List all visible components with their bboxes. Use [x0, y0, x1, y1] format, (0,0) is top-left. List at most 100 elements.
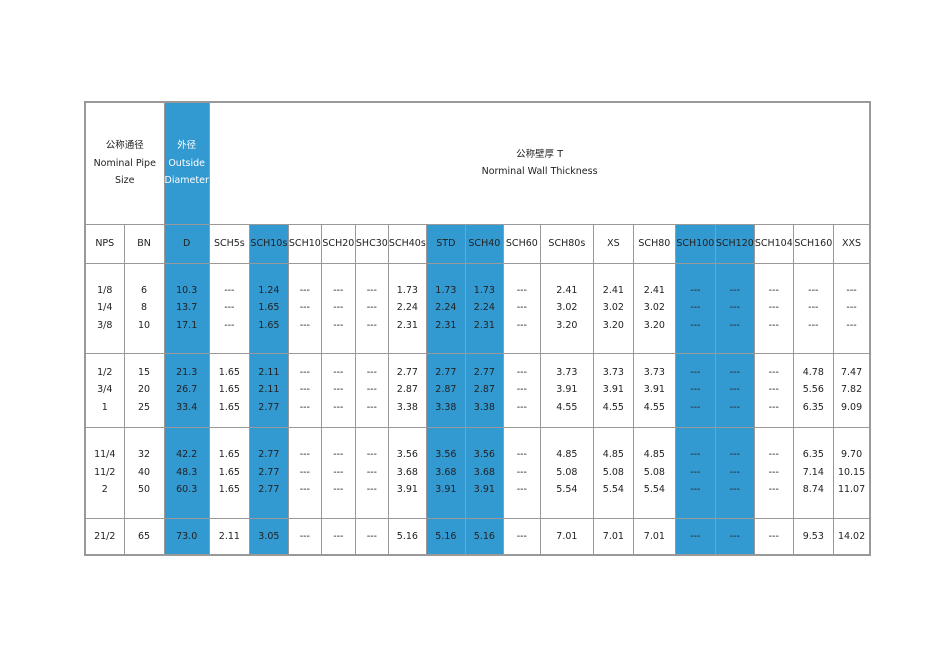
data-cell: 7.01: [592, 517, 634, 556]
data-cell: --- --- ---: [674, 426, 716, 519]
data-cell: 14.02: [832, 517, 871, 556]
data-cell: --- --- ---: [714, 262, 755, 354]
data-row: 1/2 3/4 1 15 20 25 21.3 26.7 33.4 1.65 1.65…: [84, 352, 871, 428]
data-cell: --- --- ---: [502, 352, 541, 428]
column-header: SCH160: [792, 223, 834, 264]
header-cell: 公称壁厚 T Norminal Wall Thickness: [208, 101, 871, 225]
data-cell: 3.56 3.68 3.91: [387, 426, 427, 519]
data-cell: 4.78 5.56 6.35: [792, 352, 834, 428]
data-cell: 2.11: [208, 517, 250, 556]
data-cell: 3.73 3.91 4.55: [632, 352, 676, 428]
data-cell: 5.16: [387, 517, 427, 556]
data-cell: --- --- ---: [287, 262, 322, 354]
data-cell: 32 40 50: [123, 426, 165, 519]
data-cell: 21.3 26.7 33.4: [163, 352, 210, 428]
data-cell: ---: [674, 517, 716, 556]
data-cell: ---: [753, 517, 794, 556]
column-header-row: NPS BN D SCH5s SCH10s SCH10 SCH20 SHC30 SCH40s ST…: [84, 223, 871, 264]
data-cell: 73.0: [163, 517, 210, 556]
data-cell: 1.24 1.65 1.65: [248, 262, 289, 354]
data-cell: --- --- ---: [354, 262, 389, 354]
pipe-table: 公称通径 Nominal Pipe Size 外径 Outside Diamet…: [84, 101, 872, 556]
data-cell: 2.11 2.11 2.77: [248, 352, 289, 428]
data-cell: 2.41 3.02 3.20: [592, 262, 634, 354]
data-cell: --- --- ---: [502, 426, 541, 519]
data-cell: ---: [502, 517, 541, 556]
data-cell: --- --- ---: [354, 426, 389, 519]
data-cell: 9.53: [792, 517, 834, 556]
column-header: SCH10: [287, 223, 322, 264]
data-cell: --- --- ---: [208, 262, 250, 354]
column-header: SCH60: [502, 223, 541, 264]
data-cell: 3.56 3.68 3.91: [425, 426, 466, 519]
data-cell: --- --- ---: [792, 262, 834, 354]
data-cell: 42.2 48.3 60.3: [163, 426, 210, 519]
column-header: NPS: [84, 223, 125, 264]
data-cell: --- --- ---: [753, 352, 794, 428]
data-cell: 5.16: [425, 517, 466, 556]
data-cell: 2.77 2.87 3.38: [464, 352, 504, 428]
column-header: XXS: [832, 223, 871, 264]
data-cell: 1.65 1.65 1.65: [208, 352, 250, 428]
data-cell: 15 20 25: [123, 352, 165, 428]
data-cell: 1.73 2.24 2.31: [387, 262, 427, 354]
data-cell: --- --- ---: [714, 426, 755, 519]
data-cell: --- --- ---: [287, 426, 322, 519]
data-cell: --- --- ---: [502, 262, 541, 354]
data-cell: ---: [354, 517, 389, 556]
data-cell: 10.3 13.7 17.1: [163, 262, 210, 354]
column-header: SCH20: [320, 223, 356, 264]
data-cell: 21/2: [84, 517, 125, 556]
data-cell: 1.73 2.24 2.31: [464, 262, 504, 354]
data-cell: --- --- ---: [753, 262, 794, 354]
data-cell: --- --- ---: [674, 352, 716, 428]
column-header: SCH100: [674, 223, 716, 264]
data-cell: --- --- ---: [674, 262, 716, 354]
data-cell: 7.01: [632, 517, 676, 556]
data-cell: 1.65 1.65 1.65: [208, 426, 250, 519]
column-header: STD: [425, 223, 466, 264]
data-cell: 7.01: [539, 517, 594, 556]
data-cell: --- --- ---: [832, 262, 871, 354]
data-cell: ---: [320, 517, 356, 556]
header-cell: 公称通径 Nominal Pipe Size: [84, 101, 165, 225]
data-cell: --- --- ---: [714, 352, 755, 428]
data-cell: ---: [287, 517, 322, 556]
data-cell: 6 8 10: [123, 262, 165, 354]
column-header: SHC30: [354, 223, 389, 264]
data-cell: 2.41 3.02 3.20: [539, 262, 594, 354]
data-cell: --- --- ---: [320, 426, 356, 519]
data-cell: --- --- ---: [320, 352, 356, 428]
data-cell: 11/4 11/2 2: [84, 426, 125, 519]
column-header: SCH80: [632, 223, 676, 264]
data-cell: --- --- ---: [354, 352, 389, 428]
data-cell: 65: [123, 517, 165, 556]
column-header: XS: [592, 223, 634, 264]
column-header: SCH10s: [248, 223, 289, 264]
column-header: SCH40s: [387, 223, 427, 264]
data-cell: 2.77 2.77 2.77: [248, 426, 289, 519]
data-cell: 4.85 5.08 5.54: [592, 426, 634, 519]
data-cell: 7.47 7.82 9.09: [832, 352, 871, 428]
data-row: 21/2 65 73.0 2.11 3.05 --- --- --- 5.16 5.16 5.16-…: [84, 517, 871, 556]
data-cell: 2.77 2.87 3.38: [387, 352, 427, 428]
data-cell: 3.56 3.68 3.91: [464, 426, 504, 519]
header-row: 公称通径 Nominal Pipe Size 外径 Outside Diamet…: [84, 101, 871, 225]
column-header: BN: [123, 223, 165, 264]
data-row: 11/4 11/2 2 32 40 50 42.2 48.3 60.3 1.65 1.…: [84, 426, 871, 519]
data-cell: 9.70 10.15 11.07: [832, 426, 871, 519]
data-cell: --- --- ---: [287, 352, 322, 428]
data-cell: --- --- ---: [320, 262, 356, 354]
column-header: SCH40: [464, 223, 504, 264]
data-cell: 4.85 5.08 5.54: [539, 426, 594, 519]
header-cell: 外径 Outside Diameter: [163, 101, 210, 225]
column-header: SCH104: [753, 223, 794, 264]
data-cell: 2.77 2.87 3.38: [425, 352, 466, 428]
data-cell: 1/8 1/4 3/8: [84, 262, 125, 354]
column-header: SCH120: [714, 223, 755, 264]
data-cell: 3.73 3.91 4.55: [539, 352, 594, 428]
data-cell: 6.35 7.14 8.74: [792, 426, 834, 519]
column-header: D: [163, 223, 210, 264]
data-cell: 3.05: [248, 517, 289, 556]
